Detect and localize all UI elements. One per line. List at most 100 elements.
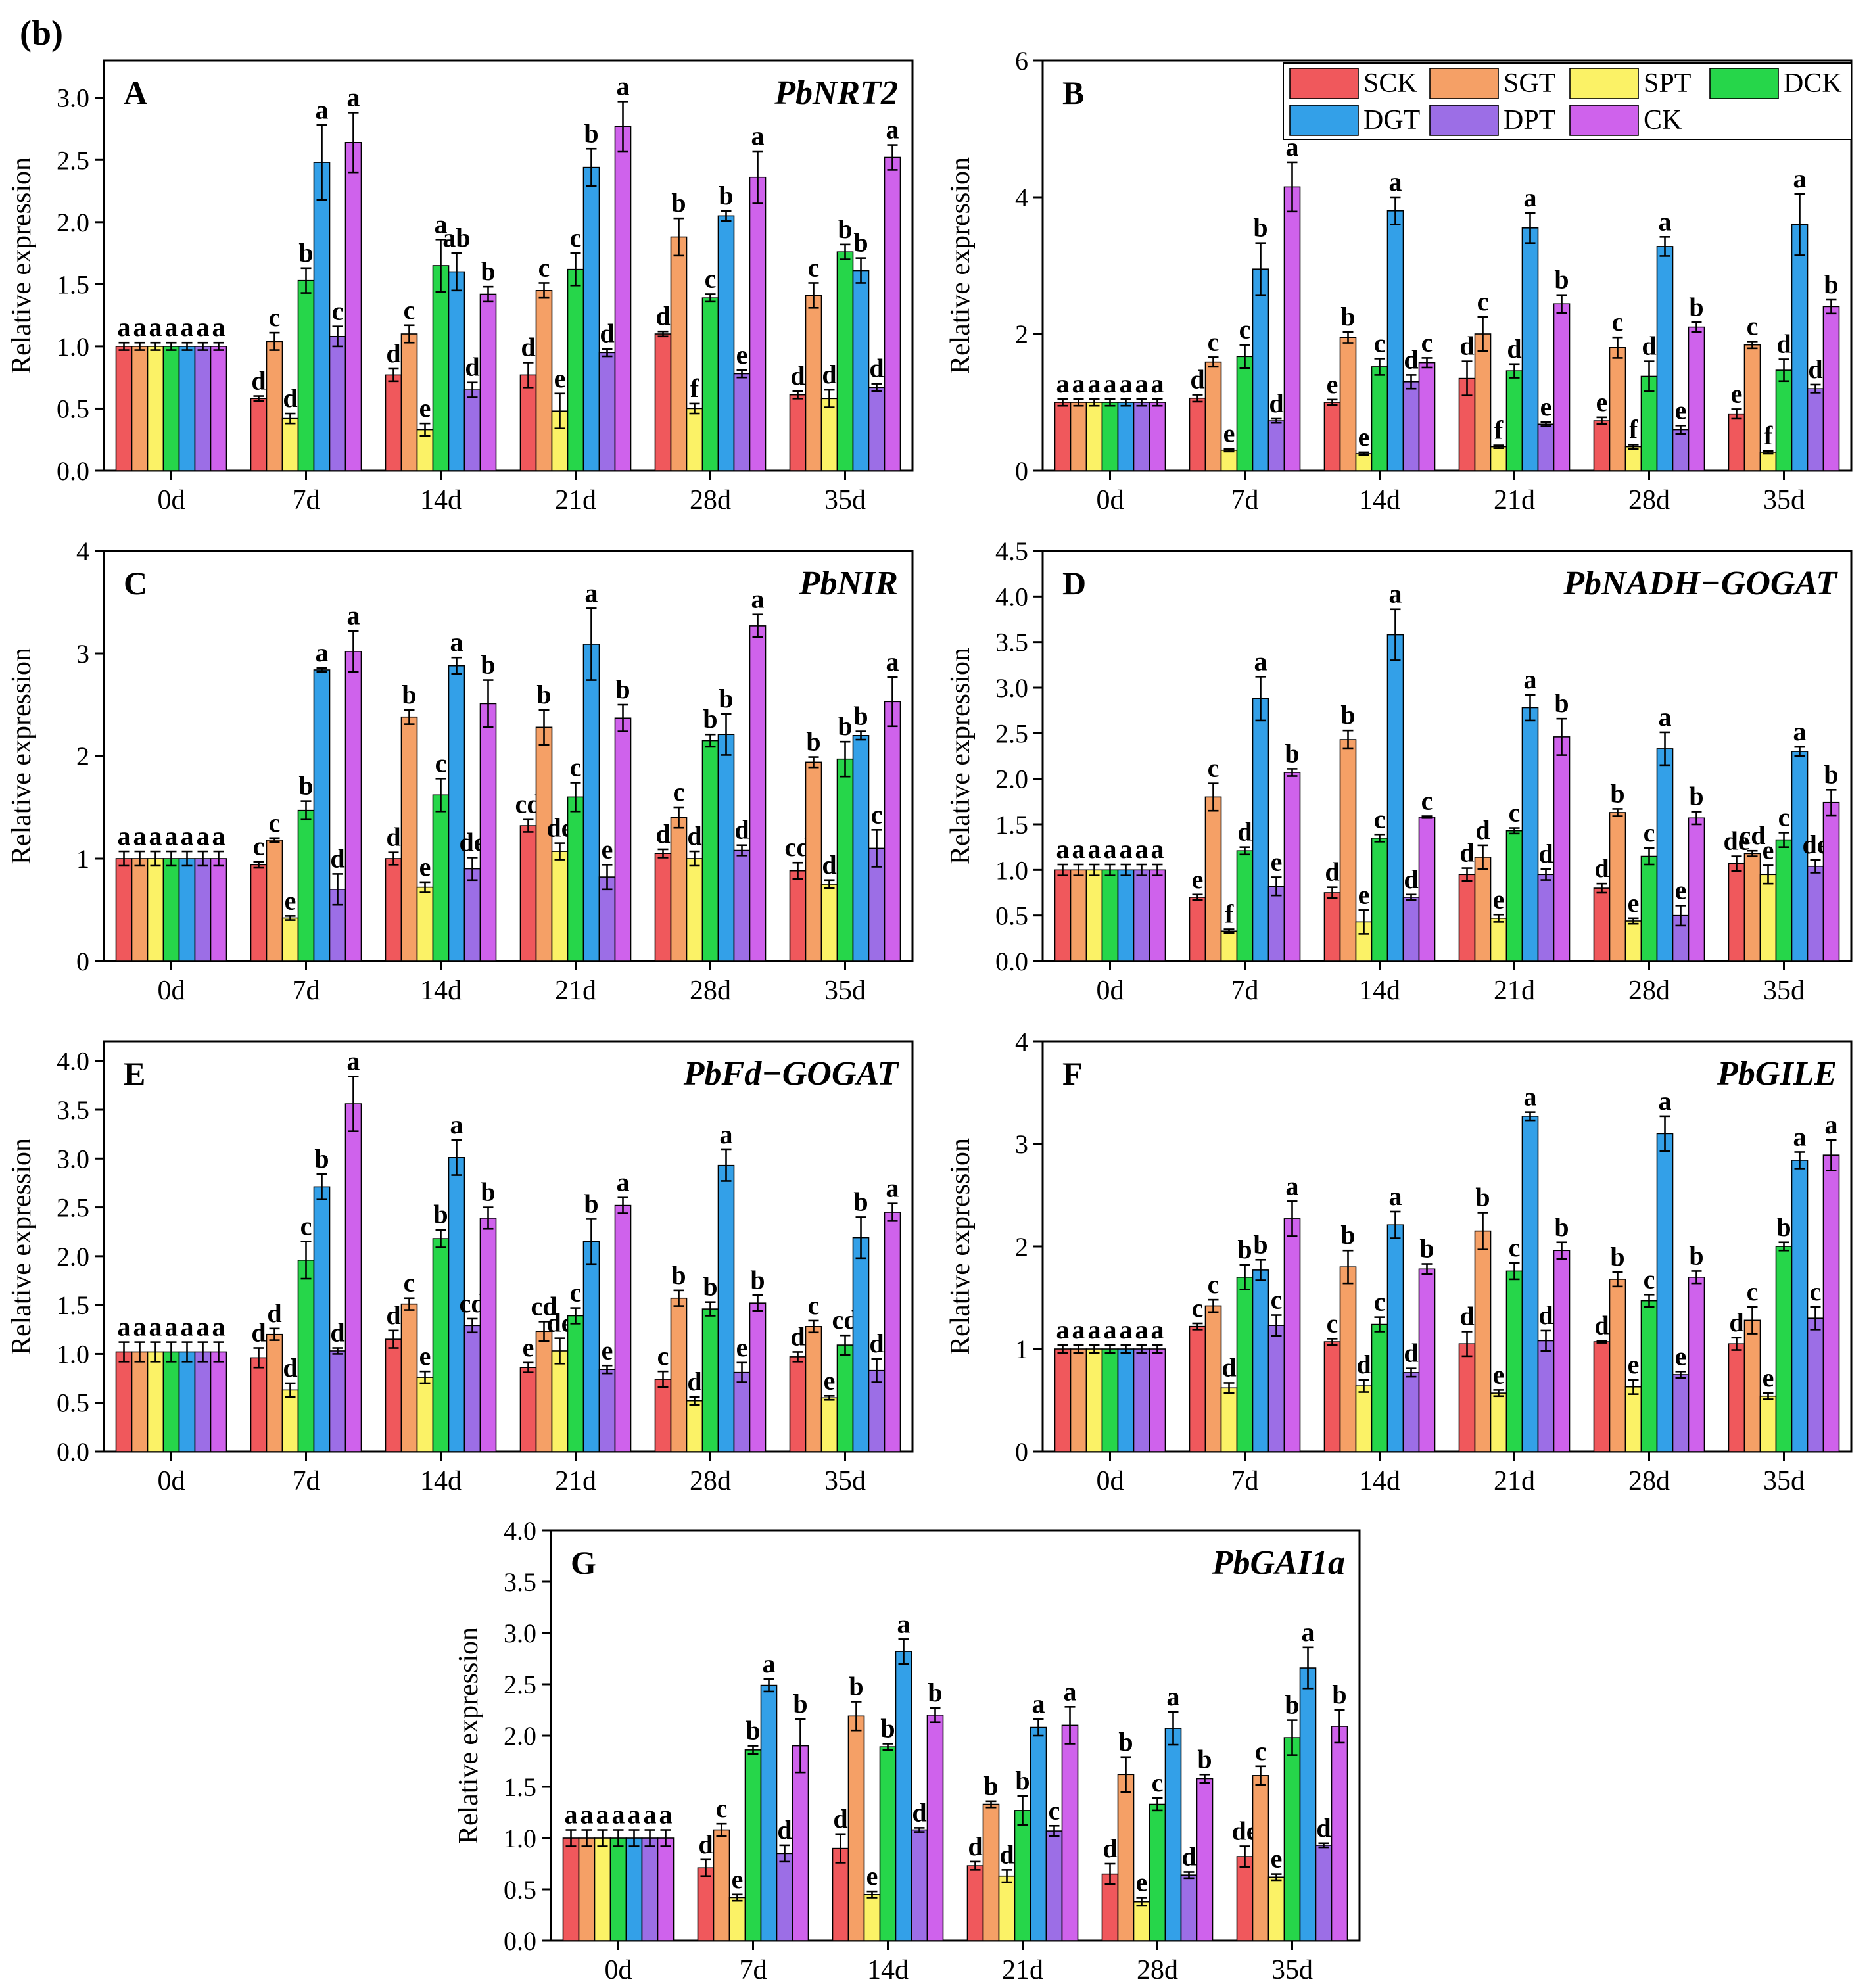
bar-SPT: [728, 1897, 746, 1941]
significance-letter: a: [1088, 369, 1101, 398]
significance-letter: c: [404, 1268, 415, 1298]
bar-SGT: [400, 333, 418, 471]
bar-CK: [210, 1351, 227, 1452]
y-tick-label: 3.0: [57, 83, 89, 113]
bar-CK: [614, 1204, 632, 1452]
bar-DPT: [1402, 381, 1420, 471]
significance-letter: a: [1524, 665, 1537, 694]
significance-letter: d: [655, 301, 670, 331]
legend-label-SGT: SGT: [1504, 68, 1555, 99]
bar-SPT: [1624, 1386, 1642, 1452]
bar-DPT: [329, 335, 346, 471]
y-tick-label: 1: [1015, 1335, 1028, 1364]
bar-DPT: [1537, 1340, 1555, 1452]
y-tick-label: 0: [1015, 456, 1028, 486]
bar-CK: [1553, 303, 1571, 471]
significance-letter: c: [1255, 1736, 1267, 1766]
bar-SPT: [551, 851, 569, 962]
panel-letter: A: [124, 74, 147, 111]
significance-letter: e: [554, 364, 566, 393]
significance-letter: a: [1524, 1082, 1537, 1112]
bar-SPT: [147, 346, 164, 471]
significance-letter: a: [165, 821, 178, 851]
bar-CK: [1283, 186, 1301, 471]
significance-letter: c: [538, 252, 550, 282]
bar-CK: [1553, 1250, 1571, 1452]
significance-letter: c: [1208, 327, 1220, 356]
significance-letter: a: [1135, 369, 1149, 398]
bar-SPT: [147, 858, 164, 962]
significance-letter: b: [1610, 1242, 1624, 1271]
significance-letter: d: [283, 383, 297, 413]
bar-SCK: [697, 1867, 715, 1941]
significance-letter: a: [165, 1312, 178, 1342]
significance-letter: b: [433, 1200, 448, 1229]
legend-swatch-DCK: [1709, 68, 1779, 99]
panel-D: 0.0 0.5 1.0 1.5 2.0 2.5 3.0 3.5 4.0 4.5 Relative e…: [945, 536, 1853, 1006]
significance-letter: a: [197, 821, 210, 851]
bar-CK: [926, 1715, 944, 1941]
significance-letter: c: [705, 264, 717, 293]
significance-letter: a: [1056, 1315, 1070, 1344]
significance-letter: a: [1659, 702, 1672, 732]
significance-letter: de: [1724, 826, 1750, 856]
y-tick-label: 3.0: [57, 1144, 89, 1173]
significance-letter: a: [644, 1800, 657, 1830]
bar-DPT: [868, 387, 886, 471]
bar-CK: [479, 1218, 497, 1452]
bar-SGT: [1609, 812, 1626, 962]
gene-title: PbNADH−GOGAT: [1563, 565, 1838, 602]
bar-SGT: [1070, 1348, 1087, 1452]
significance-letter: b: [1419, 1234, 1434, 1264]
x-tick-label: 35d: [1763, 976, 1805, 1006]
y-tick-label: 4.0: [995, 582, 1028, 611]
bar-DGT: [1791, 224, 1809, 471]
bar-DCK: [1640, 855, 1658, 962]
bar-DCK: [1775, 839, 1793, 962]
legend-swatch-SGT: [1429, 68, 1499, 99]
significance-letter: c: [808, 252, 820, 282]
bar-SGT: [1204, 796, 1222, 962]
bar-DGT: [313, 162, 331, 471]
significance-letter: b: [1285, 738, 1299, 768]
significance-letter: a: [1088, 1315, 1101, 1344]
y-tick-label: 3.0: [995, 673, 1028, 703]
significance-letter: d: [1404, 864, 1418, 894]
bar-CK: [792, 1745, 809, 1941]
bar-SPT: [820, 398, 838, 471]
bar-DGT: [760, 1684, 778, 1941]
significance-letter: a: [133, 312, 147, 342]
bar-SPT: [551, 1350, 569, 1452]
significance-letter: b: [719, 684, 733, 713]
bar-CK: [210, 858, 227, 962]
bar-SCK: [385, 374, 402, 471]
significance-letter: d: [1594, 1311, 1609, 1340]
y-tick-label: 0.5: [57, 1388, 89, 1418]
panel-E: 0.0 0.5 1.0 1.5 2.0 2.5 3.0 3.5 4.0 Relative expr…: [7, 1040, 914, 1496]
significance-letter: e: [1358, 880, 1370, 909]
bar-SGT: [1252, 1775, 1269, 1941]
y-tick-label: 6: [1015, 46, 1028, 76]
bar-SCK: [115, 858, 133, 962]
significance-letter: c: [1208, 1269, 1220, 1299]
bar-SPT: [281, 917, 299, 962]
bar-DCK: [1014, 1810, 1031, 1941]
plot-frame: [1041, 59, 1853, 472]
significance-letter: d: [283, 1353, 297, 1383]
bar-DGT: [1521, 707, 1539, 962]
bar-SPT: [1355, 1385, 1373, 1452]
y-tick-label: 3: [1015, 1129, 1028, 1159]
significance-letter: d: [386, 1300, 400, 1330]
bar-SGT: [1117, 1774, 1135, 1941]
bar-DGT: [1791, 751, 1809, 962]
bar-DGT: [582, 1241, 600, 1452]
bar-CK: [1822, 306, 1840, 471]
significance-letter: c: [1421, 327, 1433, 357]
significance-letter: f: [1225, 899, 1234, 928]
significance-letter: b: [1554, 1212, 1569, 1242]
y-axis-label: Relative expression: [454, 1627, 484, 1844]
significance-letter: b: [853, 1187, 868, 1216]
significance-letter: d: [386, 822, 400, 852]
significance-letter: d: [521, 332, 535, 362]
